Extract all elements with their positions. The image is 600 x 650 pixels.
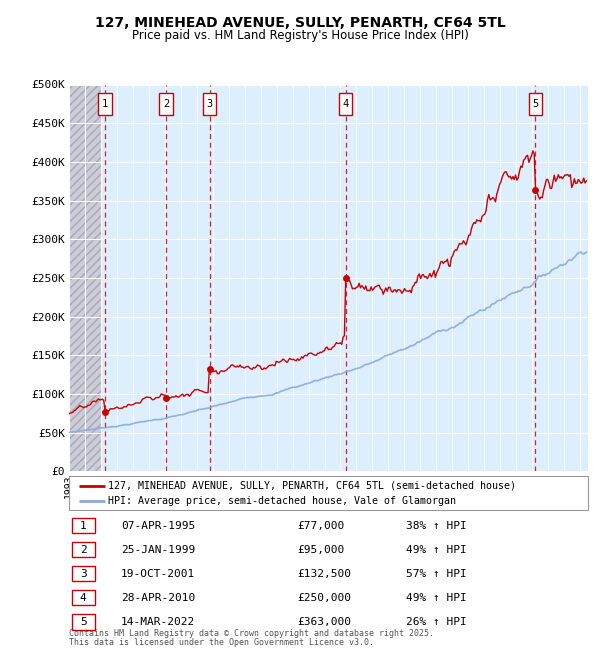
Text: 3: 3 [206, 99, 212, 109]
Text: 28-APR-2010: 28-APR-2010 [121, 593, 195, 603]
Bar [71, 614, 95, 630]
Text: 14-MAR-2022: 14-MAR-2022 [121, 617, 195, 627]
Bar [203, 93, 217, 114]
Text: 5: 5 [80, 617, 86, 627]
Bar [71, 590, 95, 606]
Text: 5: 5 [532, 99, 538, 109]
Bar [71, 566, 95, 582]
Text: £363,000: £363,000 [298, 617, 352, 627]
Text: £132,500: £132,500 [298, 569, 352, 578]
Text: 4: 4 [80, 593, 86, 603]
Text: 127, MINEHEAD AVENUE, SULLY, PENARTH, CF64 5TL (semi-detached house): 127, MINEHEAD AVENUE, SULLY, PENARTH, CF… [108, 480, 516, 491]
Text: 19-OCT-2001: 19-OCT-2001 [121, 569, 195, 578]
Text: Contains HM Land Registry data © Crown copyright and database right 2025.: Contains HM Land Registry data © Crown c… [69, 629, 434, 638]
Text: Price paid vs. HM Land Registry's House Price Index (HPI): Price paid vs. HM Land Registry's House … [131, 29, 469, 42]
Text: 38% ↑ HPI: 38% ↑ HPI [406, 521, 467, 530]
Text: 127, MINEHEAD AVENUE, SULLY, PENARTH, CF64 5TL: 127, MINEHEAD AVENUE, SULLY, PENARTH, CF… [95, 16, 505, 31]
Text: This data is licensed under the Open Government Licence v3.0.: This data is licensed under the Open Gov… [69, 638, 374, 647]
Text: 25-JAN-1999: 25-JAN-1999 [121, 545, 195, 554]
Text: 4: 4 [343, 99, 349, 109]
Text: 07-APR-1995: 07-APR-1995 [121, 521, 195, 530]
Text: 49% ↑ HPI: 49% ↑ HPI [406, 545, 467, 554]
Bar [529, 93, 542, 114]
Bar [71, 517, 95, 534]
Text: £95,000: £95,000 [298, 545, 344, 554]
Text: 1: 1 [80, 521, 86, 530]
Bar [98, 93, 112, 114]
Text: 2: 2 [163, 99, 169, 109]
Text: 26% ↑ HPI: 26% ↑ HPI [406, 617, 467, 627]
Bar [159, 93, 173, 114]
Text: 1: 1 [102, 99, 109, 109]
Bar [339, 93, 352, 114]
Text: £77,000: £77,000 [298, 521, 344, 530]
Text: 57% ↑ HPI: 57% ↑ HPI [406, 569, 467, 578]
Bar [71, 541, 95, 558]
Text: 49% ↑ HPI: 49% ↑ HPI [406, 593, 467, 603]
Text: 3: 3 [80, 569, 86, 578]
Text: 2: 2 [80, 545, 86, 554]
Text: £250,000: £250,000 [298, 593, 352, 603]
Text: HPI: Average price, semi-detached house, Vale of Glamorgan: HPI: Average price, semi-detached house,… [108, 496, 456, 506]
Bar [69, 84, 101, 471]
